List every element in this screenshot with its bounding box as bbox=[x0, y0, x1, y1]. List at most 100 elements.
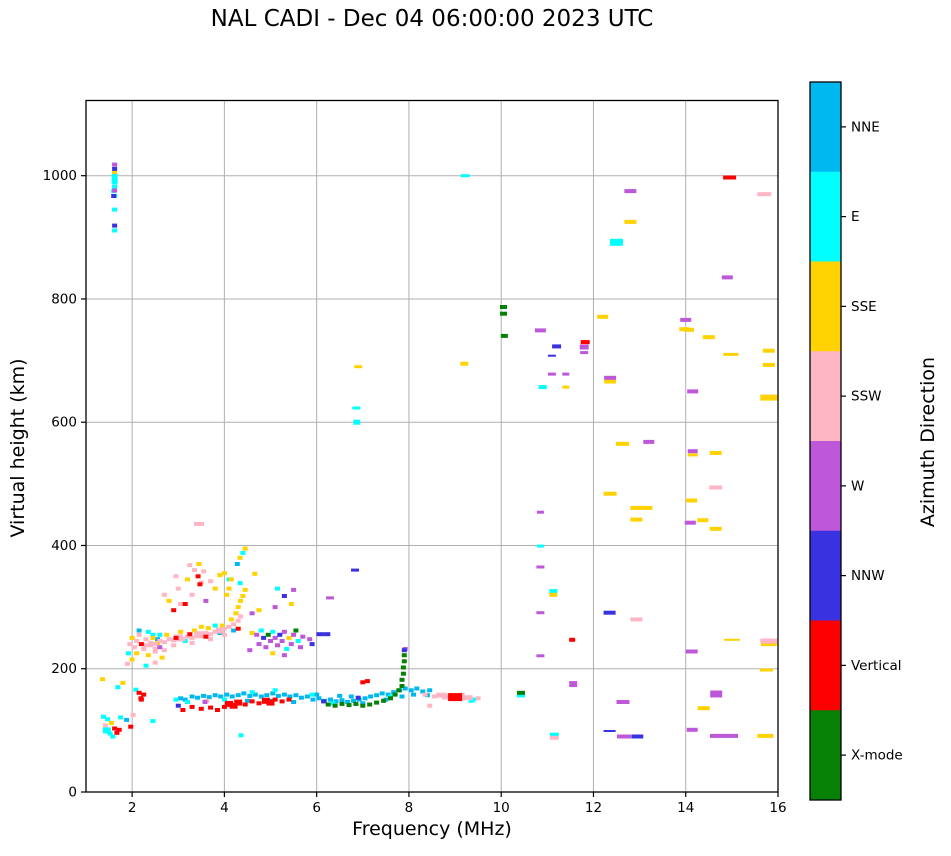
data-point bbox=[134, 639, 140, 643]
data-point bbox=[233, 611, 239, 616]
data-point bbox=[189, 592, 195, 597]
data-point bbox=[272, 605, 278, 610]
data-point bbox=[112, 162, 118, 167]
data-point bbox=[351, 698, 357, 703]
data-point bbox=[721, 275, 733, 280]
data-point bbox=[221, 571, 227, 576]
y-axis-label: Virtual height (km) bbox=[7, 358, 29, 538]
data-point bbox=[316, 696, 322, 701]
data-point bbox=[185, 577, 190, 582]
data-point bbox=[275, 693, 281, 698]
data-point bbox=[348, 694, 354, 699]
data-point bbox=[185, 700, 190, 704]
data-point bbox=[256, 642, 262, 647]
data-point bbox=[723, 638, 740, 641]
data-point bbox=[293, 693, 299, 698]
data-point bbox=[116, 727, 122, 732]
data-point bbox=[597, 314, 609, 319]
data-point bbox=[265, 632, 271, 637]
data-point bbox=[500, 305, 507, 309]
data-point bbox=[112, 188, 118, 193]
data-point bbox=[685, 649, 698, 654]
data-point bbox=[286, 635, 292, 640]
data-point bbox=[536, 544, 544, 548]
colorbar-segment-e bbox=[810, 171, 841, 262]
data-point bbox=[364, 679, 370, 684]
data-point bbox=[178, 602, 184, 606]
data-point bbox=[279, 699, 285, 704]
colorbar-tick-label: NNE bbox=[851, 119, 880, 135]
data-point bbox=[242, 587, 248, 592]
data-point bbox=[291, 587, 297, 592]
data-point bbox=[252, 571, 258, 576]
data-point bbox=[266, 699, 275, 706]
data-point bbox=[309, 642, 315, 647]
data-point bbox=[182, 697, 188, 702]
data-point bbox=[178, 696, 184, 701]
data-point bbox=[275, 643, 280, 648]
data-point bbox=[221, 626, 227, 631]
data-point bbox=[562, 385, 570, 389]
data-point bbox=[381, 698, 387, 703]
data-point bbox=[401, 648, 407, 653]
data-point bbox=[208, 637, 214, 642]
x-tick-label: 6 bbox=[312, 800, 321, 816]
plot-border bbox=[85, 99, 779, 793]
data-point bbox=[110, 734, 116, 739]
chart-title: NAL CADI - Dec 04 06:00:00 2023 UTC bbox=[210, 6, 654, 32]
data-point bbox=[630, 617, 643, 622]
data-point bbox=[261, 635, 267, 640]
data-point bbox=[134, 651, 140, 656]
data-point bbox=[118, 715, 124, 720]
data-point bbox=[235, 693, 241, 698]
data-point bbox=[580, 351, 589, 355]
data-point bbox=[180, 708, 186, 712]
data-point bbox=[219, 623, 225, 628]
data-point bbox=[396, 688, 402, 693]
data-point bbox=[345, 700, 351, 704]
data-point bbox=[229, 702, 238, 709]
data-point bbox=[112, 170, 118, 174]
colorbar-tick-label: X-mode bbox=[851, 748, 903, 764]
data-point bbox=[115, 685, 121, 690]
data-point bbox=[129, 635, 135, 640]
data-point bbox=[189, 640, 195, 645]
data-point bbox=[198, 634, 204, 639]
data-point bbox=[206, 695, 212, 700]
data-point bbox=[536, 510, 544, 514]
data-point bbox=[221, 697, 227, 702]
data-point bbox=[281, 594, 287, 598]
colorbar-tick-label: SSE bbox=[851, 299, 877, 315]
data-point bbox=[205, 626, 211, 631]
series-vertical bbox=[112, 175, 737, 735]
data-point bbox=[534, 328, 546, 333]
data-point bbox=[709, 485, 723, 490]
data-point bbox=[161, 592, 167, 597]
data-point bbox=[161, 640, 167, 645]
data-point bbox=[277, 632, 283, 637]
data-point bbox=[120, 680, 126, 685]
data-point bbox=[189, 704, 195, 709]
data-point bbox=[400, 671, 406, 676]
data-point bbox=[298, 645, 303, 650]
data-point bbox=[624, 189, 637, 194]
data-point bbox=[686, 727, 698, 732]
data-point bbox=[241, 691, 247, 696]
colorbar-border bbox=[809, 81, 842, 801]
y-tick-label: 800 bbox=[51, 291, 77, 307]
data-point bbox=[112, 184, 118, 189]
data-point bbox=[145, 653, 151, 658]
data-point bbox=[281, 653, 287, 658]
data-point bbox=[337, 693, 343, 698]
data-point bbox=[152, 649, 158, 654]
data-point bbox=[249, 699, 255, 704]
data-point bbox=[101, 714, 106, 719]
data-point bbox=[552, 344, 562, 349]
data-point bbox=[100, 677, 106, 682]
data-point bbox=[388, 696, 393, 701]
data-point bbox=[152, 660, 158, 665]
x-tick-label: 8 bbox=[405, 800, 414, 816]
data-point bbox=[500, 333, 508, 338]
data-point bbox=[112, 180, 118, 185]
data-point bbox=[321, 699, 327, 704]
